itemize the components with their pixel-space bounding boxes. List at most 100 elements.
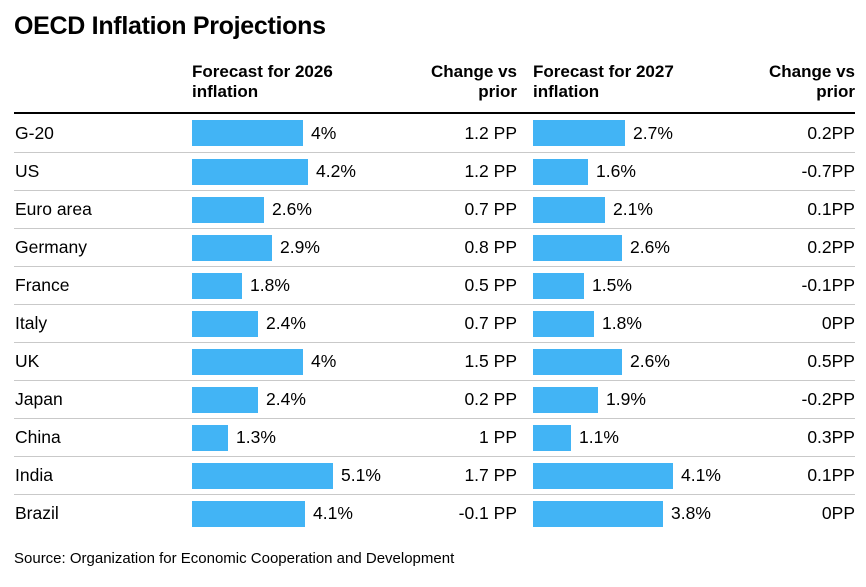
change-2026-value: 1.2 PP: [464, 122, 517, 143]
change-2026-value: 0.7 PP: [464, 199, 517, 220]
table-row: G-20 4% 1.2 PP 2.7% 0.2PP: [14, 114, 855, 152]
header-forecast-2026-line2: inflation: [192, 82, 259, 102]
table-row: France 1.8% 0.5 PP 1.5% -0.1PP: [14, 266, 855, 304]
country-label: Germany: [15, 237, 87, 258]
change-2026-value: -0.1 PP: [458, 503, 517, 524]
forecast-2026-value: 5.1%: [341, 465, 381, 486]
forecast-2027-value: 1.8%: [602, 313, 642, 334]
forecast-2027-bar: [533, 272, 584, 299]
table-row: Brazil 4.1% -0.1 PP 3.8% 0PP: [14, 494, 855, 532]
forecast-2026-cell: 2.9%: [192, 229, 412, 266]
change-2027-value: -0.2PP: [801, 389, 856, 410]
change-2027-value: 0PP: [821, 503, 855, 524]
forecast-2026-cell: 1.3%: [192, 419, 412, 456]
country-label: Japan: [15, 389, 63, 410]
header-change-2027-line2: prior: [816, 82, 855, 102]
forecast-2026-cell: 2.4%: [192, 305, 412, 342]
forecast-2027-value: 2.6%: [630, 237, 670, 258]
forecast-2027-bar: [533, 386, 598, 413]
forecast-2026-bar: [192, 158, 308, 185]
forecast-2026-bar: [192, 310, 258, 337]
forecast-2026-value: 1.8%: [250, 275, 290, 296]
table-body: G-20 4% 1.2 PP 2.7% 0.2PP US 4.2% 1.2 PP…: [14, 114, 855, 532]
forecast-2027-bar: [533, 120, 625, 147]
change-2027-value: 0.3PP: [807, 427, 855, 448]
forecast-2026-bar: [192, 500, 305, 527]
forecast-2026-cell: 4.2%: [192, 153, 412, 190]
change-2026-value: 0.2 PP: [464, 389, 517, 410]
forecast-2027-cell: 2.6%: [517, 229, 743, 266]
forecast-2026-bar: [192, 462, 333, 489]
header-forecast-2026: Forecast for 2026 inflation: [192, 62, 412, 102]
forecast-2027-bar: [533, 424, 571, 451]
forecast-2027-cell: 2.7%: [517, 114, 743, 152]
header-forecast-2027-line2: inflation: [533, 82, 600, 102]
forecast-2027-value: 2.1%: [613, 199, 653, 220]
forecast-2026-bar: [192, 272, 242, 299]
change-2026-value: 0.8 PP: [464, 237, 517, 258]
forecast-2027-cell: 1.5%: [517, 267, 743, 304]
country-label: India: [15, 465, 53, 486]
forecast-2027-bar: [533, 310, 594, 337]
forecast-2026-bar: [192, 234, 272, 261]
forecast-2026-value: 2.4%: [266, 313, 306, 334]
header-change-2027: Change vs prior: [743, 62, 855, 102]
forecast-2027-cell: 1.1%: [517, 419, 743, 456]
forecast-2027-value: 1.6%: [596, 161, 636, 182]
country-label: Euro area: [15, 199, 92, 220]
header-change-2026-line2: prior: [478, 82, 517, 102]
country-label: G-20: [15, 122, 54, 143]
table-row: Germany 2.9% 0.8 PP 2.6% 0.2PP: [14, 228, 855, 266]
forecast-2027-cell: 2.1%: [517, 191, 743, 228]
forecast-2026-value: 2.4%: [266, 389, 306, 410]
table-row: Euro area 2.6% 0.7 PP 2.1% 0.1PP: [14, 190, 855, 228]
source-credit: Source: Organization for Economic Cooper…: [14, 550, 455, 568]
forecast-2026-bar: [192, 196, 264, 223]
forecast-2027-value: 1.9%: [606, 389, 646, 410]
table-row: China 1.3% 1 PP 1.1% 0.3PP: [14, 418, 855, 456]
header-forecast-2027-line1: Forecast for 2027: [533, 62, 674, 82]
table-row: Japan 2.4% 0.2 PP 1.9% -0.2PP: [14, 380, 855, 418]
forecast-2026-cell: 2.4%: [192, 381, 412, 418]
forecast-2026-bar: [192, 424, 228, 451]
change-2026-value: 1.2 PP: [464, 161, 517, 182]
forecast-2026-value: 2.9%: [280, 237, 320, 258]
forecast-2027-bar: [533, 500, 663, 527]
table-row: Italy 2.4% 0.7 PP 1.8% 0PP: [14, 304, 855, 342]
forecast-2026-bar: [192, 120, 303, 147]
forecast-2026-cell: 5.1%: [192, 457, 412, 494]
forecast-2027-cell: 1.6%: [517, 153, 743, 190]
header-forecast-2026-line1: Forecast for 2026: [192, 62, 333, 82]
forecast-2026-cell: 4%: [192, 343, 412, 380]
forecast-2027-bar: [533, 196, 605, 223]
forecast-2027-bar: [533, 234, 622, 261]
forecast-2027-cell: 4.1%: [517, 457, 743, 494]
forecast-2026-cell: 1.8%: [192, 267, 412, 304]
change-2027-value: 0.1PP: [807, 465, 855, 486]
forecast-2027-value: 1.5%: [592, 275, 632, 296]
change-2026-value: 1 PP: [479, 427, 517, 448]
country-label: Italy: [15, 313, 48, 334]
forecast-2027-bar: [533, 462, 673, 489]
change-2026-value: 1.5 PP: [464, 351, 517, 372]
country-label: France: [15, 275, 70, 296]
change-2026-value: 1.7 PP: [464, 465, 517, 486]
forecast-2027-bar: [533, 158, 588, 185]
header-change-2026-line1: Change vs: [431, 62, 517, 82]
forecast-2026-value: 1.3%: [236, 427, 276, 448]
forecast-2026-value: 4%: [311, 122, 337, 143]
table-row: India 5.1% 1.7 PP 4.1% 0.1PP: [14, 456, 855, 494]
table-header: Forecast for 2026 inflation Change vs pr…: [14, 62, 855, 115]
forecast-2026-cell: 4.1%: [192, 495, 412, 532]
country-label: Brazil: [15, 503, 59, 524]
change-2026-value: 0.5 PP: [464, 275, 517, 296]
table-row: UK 4% 1.5 PP 2.6% 0.5PP: [14, 342, 855, 380]
forecast-2027-value: 1.1%: [579, 427, 619, 448]
change-2027-value: 0PP: [821, 313, 855, 334]
forecast-2027-cell: 1.9%: [517, 381, 743, 418]
change-2027-value: -0.7PP: [801, 161, 856, 182]
table-row: US 4.2% 1.2 PP 1.6% -0.7PP: [14, 152, 855, 190]
change-2027-value: 0.2PP: [807, 122, 855, 143]
forecast-2027-bar: [533, 348, 622, 375]
